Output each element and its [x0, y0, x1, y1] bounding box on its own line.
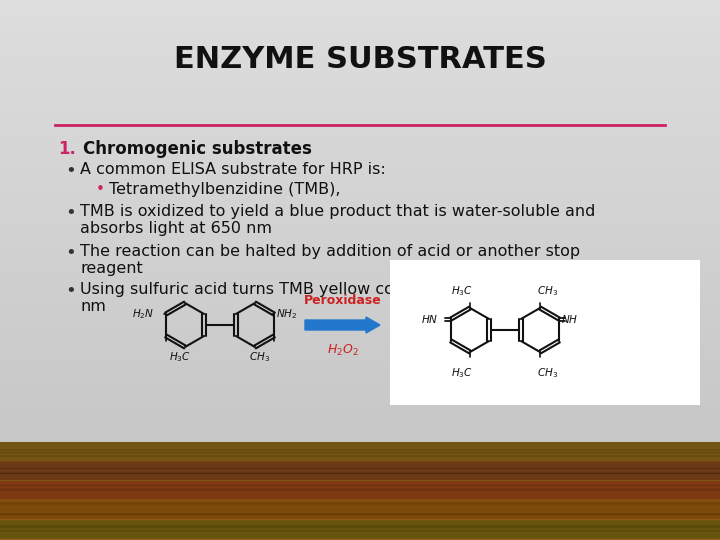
Text: A common ELISA substrate for HRP is:: A common ELISA substrate for HRP is:	[80, 162, 386, 177]
Text: •: •	[65, 162, 76, 180]
Text: Using sulfuric acid turns TMB yellow co                  t 450: Using sulfuric acid turns TMB yellow co …	[80, 282, 528, 297]
Text: TMB is oxidized to yield a blue product that is water-soluble and: TMB is oxidized to yield a blue product …	[80, 204, 595, 219]
Text: •: •	[96, 182, 105, 197]
Text: The reaction can be halted by addition of acid or another stop: The reaction can be halted by addition o…	[80, 244, 580, 259]
Text: nm: nm	[80, 299, 106, 314]
Text: $CH_3$: $CH_3$	[249, 350, 271, 364]
Text: $H_3C$: $H_3C$	[451, 284, 473, 298]
Text: Peroxidase: Peroxidase	[304, 294, 382, 307]
Text: •: •	[65, 244, 76, 262]
Text: $H_2O_2$: $H_2O_2$	[327, 343, 359, 358]
Text: $CH_3$: $CH_3$	[537, 366, 559, 380]
Text: Chromogenic substrates: Chromogenic substrates	[83, 140, 312, 158]
Text: ENZYME SUBSTRATES: ENZYME SUBSTRATES	[174, 45, 546, 75]
Text: $NH$: $NH$	[561, 313, 578, 325]
Text: $NH_2$: $NH_2$	[276, 307, 297, 321]
Text: $H_2N$: $H_2N$	[132, 307, 154, 321]
Text: $CH_3$: $CH_3$	[537, 284, 559, 298]
FancyArrow shape	[305, 317, 380, 333]
Text: $H_3C$: $H_3C$	[451, 366, 473, 380]
Text: Tetramethylbenzidine (TMB),: Tetramethylbenzidine (TMB),	[109, 182, 341, 197]
Text: •: •	[65, 204, 76, 222]
Text: reagent: reagent	[80, 261, 143, 276]
Text: 1.: 1.	[58, 140, 76, 158]
Text: $H_3C$: $H_3C$	[169, 350, 191, 364]
Bar	[390, 260, 700, 405]
Text: $HN$: $HN$	[420, 313, 438, 325]
Text: absorbs light at 650 nm: absorbs light at 650 nm	[80, 221, 272, 236]
Text: •: •	[65, 282, 76, 300]
